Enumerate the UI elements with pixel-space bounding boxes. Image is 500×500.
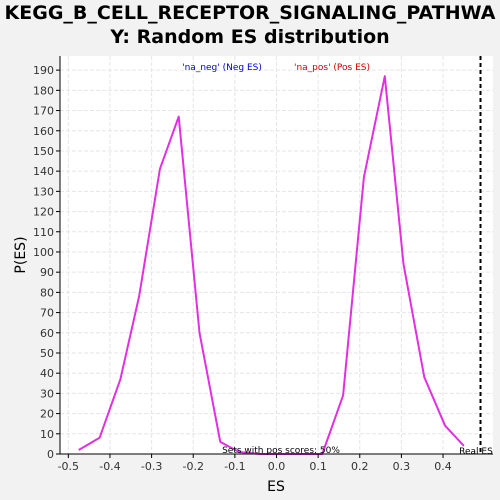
tick-labels: -0.5 -0.4 -0.3 -0.2 -0.1 0.0 0.1 0.2 0.3 0.4 0 10 20… [33,64,452,473]
y-tick-label: 150 [33,145,54,158]
x-tick-label: -0.3 [141,460,162,473]
grid-lines [60,56,493,455]
pos-scores-annotation: Sets with pos scores: 50% [222,446,340,456]
y-tick-label: 180 [33,84,54,97]
axes [56,56,493,458]
x-tick-label: -0.2 [182,460,203,473]
y-tick-label: 60 [40,327,54,340]
y-tick-label: 80 [40,286,54,299]
y-tick-label: 140 [33,165,54,178]
x-tick-label: 0.2 [351,460,369,473]
chart-title-line-2: Y: Random ES distribution [110,26,390,48]
x-tick-label: 0.0 [268,460,286,473]
y-tick-label: 50 [40,347,54,360]
y-tick-label: 40 [40,367,54,380]
x-tick-label: 0.1 [309,460,327,473]
y-tick-label: 90 [40,266,54,279]
y-tick-label: 190 [33,64,54,77]
y-tick-label: 0 [47,448,54,461]
y-tick-label: 110 [33,226,54,239]
x-tick-label: -0.4 [99,460,120,473]
x-tick-label: 0.4 [434,460,452,473]
y-tick-label: 170 [33,105,54,118]
y-tick-label: 130 [33,185,54,198]
y-tick-label: 30 [40,387,54,400]
real-es-label: Real ES [459,447,493,457]
y-tick-label: 10 [40,428,54,441]
y-tick-label: 100 [33,246,54,259]
x-tick-label: -0.5 [58,460,79,473]
y-tick-label: 70 [40,307,54,320]
x-tick-label: -0.1 [224,460,245,473]
legend-neg-es: 'na_neg' (Neg ES) [182,63,262,73]
y-tick-label: 20 [40,408,54,421]
y-tick-label: 160 [33,125,54,138]
x-axis-label: ES [267,479,285,495]
chart-title: KEGG_B_CELL_RECEPTOR_SIGNALING_PATHWA Y:… [0,1,500,49]
x-tick-label: 0.3 [393,460,411,473]
y-tick-label: 120 [33,206,54,219]
chart-title-line-1: KEGG_B_CELL_RECEPTOR_SIGNALING_PATHWA [4,2,496,24]
legend-pos-es: 'na_pos' (Pos ES) [294,63,370,73]
y-axis-label: P(ES) [13,236,29,273]
